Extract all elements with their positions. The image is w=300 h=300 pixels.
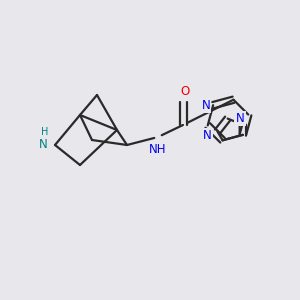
Text: N: N xyxy=(201,99,210,112)
Text: N: N xyxy=(203,129,212,142)
Text: H: H xyxy=(40,127,48,137)
Text: O: O xyxy=(180,85,190,98)
Text: N: N xyxy=(236,112,244,125)
Text: NH: NH xyxy=(149,143,167,156)
Text: N: N xyxy=(39,139,48,152)
